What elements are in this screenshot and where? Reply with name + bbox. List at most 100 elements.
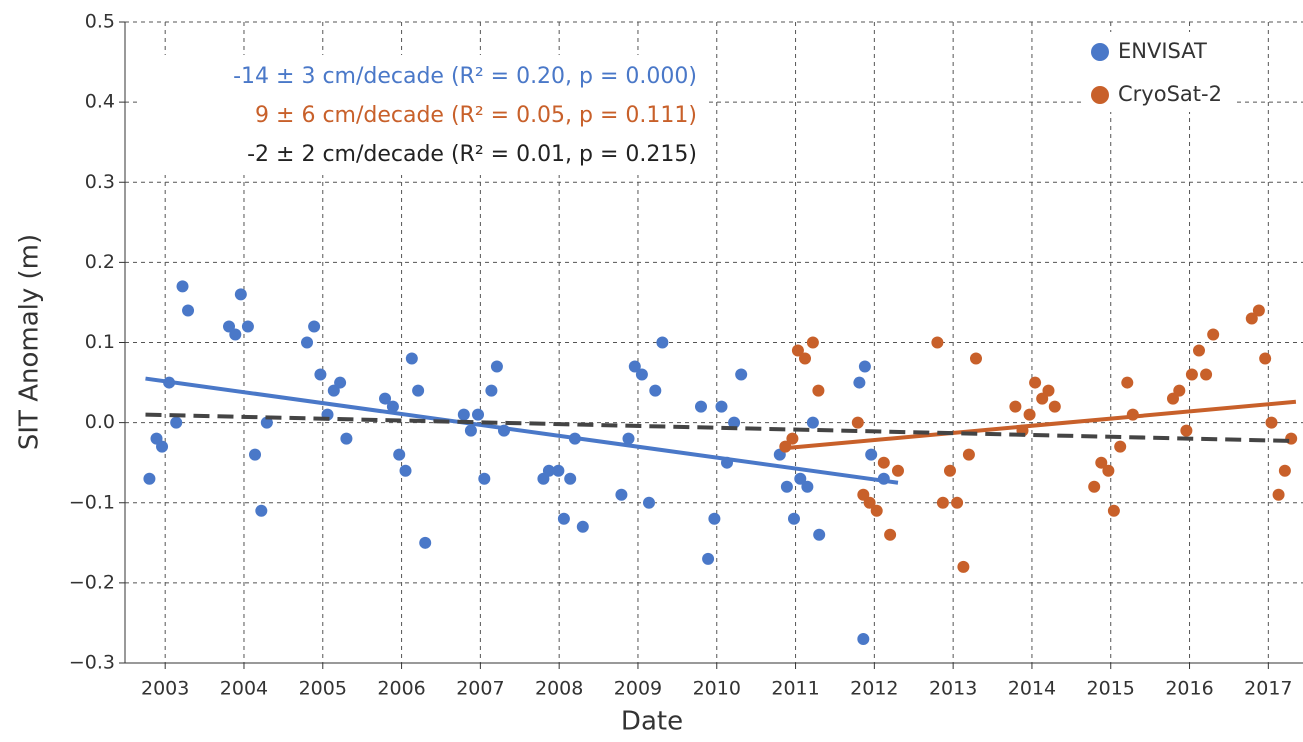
data-point (715, 400, 728, 413)
annotation: -14 ± 3 cm/decade (R² = 0.20, p = 0.000) (233, 64, 697, 89)
data-point (708, 512, 721, 525)
data-point (301, 336, 314, 349)
data-point (457, 408, 470, 421)
data-point (1048, 400, 1061, 413)
data-point (485, 384, 498, 397)
data-point (308, 320, 321, 333)
data-point (1245, 312, 1258, 325)
data-point (891, 464, 904, 477)
data-point (628, 360, 641, 373)
data-point (786, 432, 799, 445)
data-point (552, 464, 565, 477)
x-tick-label: 2014 (1008, 678, 1056, 700)
trend-line (783, 399, 1297, 451)
data-point (806, 416, 819, 429)
data-point (1252, 304, 1265, 317)
x-tick-label: 2010 (693, 678, 741, 700)
data-point (813, 528, 826, 541)
data-point (857, 488, 870, 501)
data-point (1114, 440, 1127, 453)
data-point (334, 376, 347, 389)
y-tick-label: 0.4 (85, 91, 115, 113)
legend-marker (1091, 43, 1109, 61)
x-tick-label: 2017 (1244, 678, 1292, 700)
data-point (241, 320, 254, 333)
data-point (542, 464, 555, 477)
data-point (1285, 432, 1298, 445)
data-point (143, 472, 156, 485)
y-axis-label: SIT Anomaly (m) (15, 234, 45, 450)
y-tick-label: 0.3 (85, 171, 115, 193)
annotation-background (140, 55, 705, 175)
data-point (234, 288, 247, 301)
data-point (969, 352, 982, 365)
data-point (314, 368, 327, 381)
data-point (801, 480, 814, 493)
data-point (327, 384, 340, 397)
y-tick-label: 0.1 (85, 331, 115, 353)
x-tick-label: 2005 (299, 678, 347, 700)
data-point (1166, 392, 1179, 405)
data-point (877, 456, 890, 469)
y-tick-label: 0.0 (85, 411, 115, 433)
data-point (464, 424, 477, 437)
data-point (576, 520, 589, 533)
data-point (1272, 488, 1285, 501)
data-point (962, 448, 975, 461)
data-point (478, 472, 491, 485)
x-tick-label: 2015 (1087, 678, 1135, 700)
data-point (728, 416, 741, 429)
data-point (1036, 392, 1049, 405)
data-point (642, 496, 655, 509)
data-point (884, 528, 897, 541)
data-point (936, 496, 949, 509)
x-tick-label: 2003 (141, 678, 189, 700)
data-point (931, 336, 944, 349)
data-point (386, 400, 399, 413)
data-point (1173, 384, 1186, 397)
data-point (564, 472, 577, 485)
data-point (694, 400, 707, 413)
data-point (557, 512, 570, 525)
data-point (858, 360, 871, 373)
data-point (794, 472, 807, 485)
x-tick-label: 2016 (1165, 678, 1213, 700)
data-point (412, 384, 425, 397)
data-point (260, 416, 273, 429)
data-point (1192, 344, 1205, 357)
data-point (1023, 408, 1036, 421)
data-point (791, 344, 804, 357)
x-tick-label: 2009 (614, 678, 662, 700)
data-point (1102, 464, 1115, 477)
x-tick-label: 2011 (771, 678, 819, 700)
data-point (857, 632, 870, 645)
data-point (635, 368, 648, 381)
data-point (615, 488, 628, 501)
x-tick-label: 2012 (850, 678, 898, 700)
data-point (340, 432, 353, 445)
data-point (1029, 376, 1042, 389)
data-point (943, 464, 956, 477)
legend-background (1085, 32, 1235, 112)
x-tick-label: 2006 (377, 678, 425, 700)
data-point (223, 320, 236, 333)
data-point (176, 280, 189, 293)
data-point (182, 304, 195, 317)
annotation: 9 ± 6 cm/decade (R² = 0.05, p = 0.111) (255, 103, 697, 128)
x-axis-label: Date (621, 707, 683, 737)
y-tick-label: −0.1 (69, 491, 115, 513)
legend-label: CryoSat-2 (1118, 82, 1222, 106)
y-tick-label: 0.2 (85, 251, 115, 273)
data-point (1207, 328, 1220, 341)
data-point (851, 416, 864, 429)
x-tick-label: 2008 (535, 678, 583, 700)
data-point (1180, 424, 1193, 437)
data-point (787, 512, 800, 525)
data-point (1278, 464, 1291, 477)
data-point (249, 448, 262, 461)
x-tick-label: 2007 (456, 678, 504, 700)
data-point (170, 416, 183, 429)
data-point (1107, 504, 1120, 517)
data-point (649, 384, 662, 397)
legend-label: ENVISAT (1118, 39, 1207, 63)
